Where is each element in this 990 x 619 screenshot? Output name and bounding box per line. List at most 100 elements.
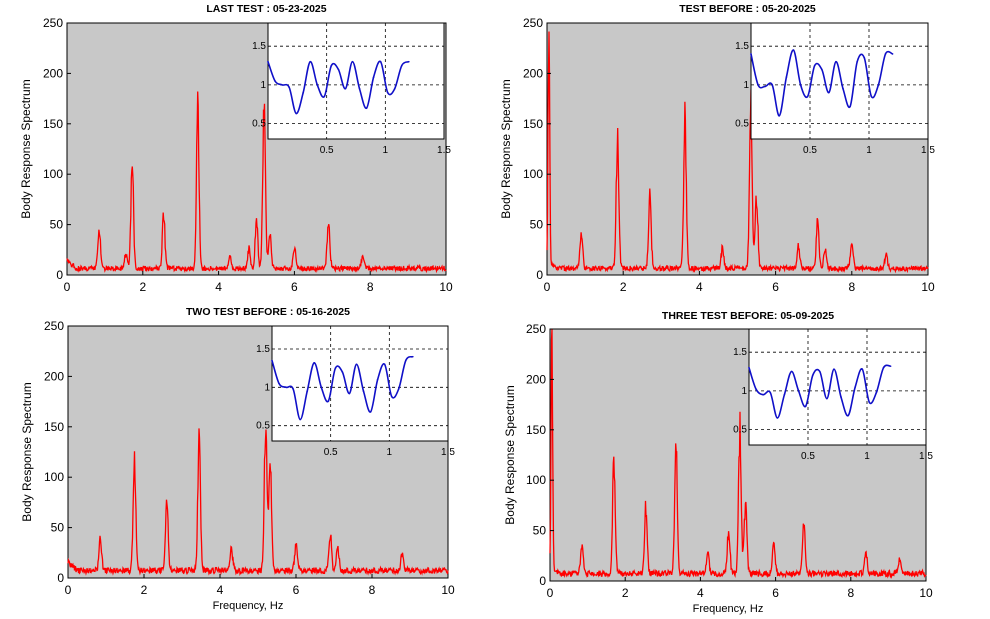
inset-x-tick-label: 1.5 [441, 447, 455, 458]
inset-point [330, 64, 333, 67]
inset-x-tick-label: 1 [864, 451, 870, 462]
x-tick-label: 6 [772, 586, 779, 600]
inset-point [327, 400, 330, 402]
inset-point [819, 370, 821, 373]
inset-point [748, 366, 750, 369]
x-tick-label: 2 [620, 280, 627, 294]
x-tick-label: 6 [291, 280, 298, 294]
x-axis-label: Frequency, Hz [693, 603, 764, 615]
y-tick-label: 100 [43, 167, 63, 181]
x-tick-label: 0 [544, 280, 551, 294]
inset-point [870, 95, 873, 98]
x-tick-label: 8 [847, 586, 854, 600]
x-tick-label: 0 [65, 583, 72, 597]
inset-plot-area [750, 22, 929, 140]
x-tick-label: 0 [547, 586, 554, 600]
inset-y-tick-label: 0.5 [252, 119, 266, 130]
y-axis-label: Body Response Spectrum [20, 382, 34, 521]
inset-point [386, 91, 389, 94]
inset-point [790, 370, 793, 373]
inset-point [365, 107, 368, 109]
inset-chart: 0.5 1 1.5 0.5 1 1.5 [252, 22, 451, 156]
inset-point [295, 112, 297, 115]
inset-point [376, 378, 379, 381]
inset-point [863, 57, 866, 59]
inset-point [755, 388, 757, 391]
inset-plot-area [271, 325, 449, 442]
inset-x-tick-label: 0.5 [801, 451, 815, 462]
y-tick-label: 0 [56, 268, 63, 282]
inset-point [750, 53, 752, 55]
inset-point [799, 84, 802, 86]
x-tick-label: 4 [217, 583, 224, 597]
x-tick-label: 8 [848, 280, 855, 294]
chart-title: TEST BEFORE : 05-20-2025 [679, 3, 816, 15]
inset-x-tick-label: 1 [383, 145, 389, 156]
y-tick-label: 150 [44, 420, 64, 434]
x-tick-label: 4 [215, 280, 222, 294]
x-tick-label: 8 [367, 280, 374, 294]
chart-title: THREE TEST BEFORE: 05-09-2025 [662, 310, 834, 322]
inset-x-tick-label: 0.5 [320, 145, 334, 156]
inset-x-tick-label: 1 [866, 145, 872, 156]
inset-point [828, 91, 830, 94]
inset-point [847, 414, 849, 417]
x-tick-label: 10 [919, 586, 933, 600]
x-tick-label: 0 [64, 280, 71, 294]
inset-point [274, 80, 276, 82]
inset-y-tick-label: 1.5 [733, 347, 747, 358]
y-tick-label: 200 [44, 369, 64, 383]
inset-y-tick-label: 1 [743, 80, 749, 91]
inset-point [861, 368, 864, 371]
inset-y-tick-label: 1 [741, 386, 747, 397]
inset-y-tick-label: 0.5 [733, 425, 747, 436]
inset-point [334, 367, 337, 369]
inset-point [288, 86, 290, 88]
inset-point [842, 87, 844, 90]
y-tick-label: 200 [43, 66, 63, 80]
inset-point [806, 95, 809, 98]
inset-point [397, 388, 400, 390]
inset-x-tick-label: 0.5 [324, 447, 338, 458]
inset-point [320, 386, 323, 389]
inset-point [278, 382, 280, 385]
x-tick-label: 2 [139, 280, 146, 294]
y-tick-label: 100 [44, 470, 64, 484]
inset-point [285, 386, 287, 389]
inset-point [271, 359, 273, 362]
x-axis-label: Frequency, Hz [213, 600, 284, 612]
inset-y-tick-label: 1.5 [252, 41, 266, 52]
y-tick-label: 150 [43, 117, 63, 131]
inset-point [299, 418, 301, 421]
inset-point [804, 405, 807, 408]
x-tick-label: 10 [439, 280, 453, 294]
inset-point [877, 84, 880, 86]
y-tick-label: 0 [57, 571, 64, 585]
y-axis-label: Body Response Spectrum [503, 385, 517, 524]
inset-point [348, 392, 351, 395]
inset-point [344, 87, 347, 90]
inset-point [835, 60, 837, 63]
inset-point [358, 87, 361, 90]
y-tick-label: 250 [44, 319, 64, 333]
inset-point [281, 84, 283, 86]
inset-point [868, 401, 871, 404]
y-tick-label: 100 [526, 473, 546, 487]
inset-chart: 0.5 1 1.5 0.5 1 1.5 [256, 325, 455, 458]
x-tick-label: 2 [141, 583, 148, 597]
inset-point [355, 363, 358, 366]
inset-point [764, 85, 766, 88]
y-tick-label: 50 [533, 524, 547, 538]
inset-y-tick-label: 1 [264, 382, 270, 393]
inset-point [811, 374, 814, 377]
y-tick-label: 200 [526, 372, 546, 386]
y-tick-label: 50 [50, 218, 64, 232]
y-tick-label: 50 [51, 521, 65, 535]
y-tick-label: 0 [536, 268, 543, 282]
inset-plot-area [267, 22, 445, 140]
inset-y-tick-label: 1.5 [735, 41, 749, 52]
inset-point [849, 105, 851, 108]
inset-point [292, 388, 294, 390]
chart-title: LAST TEST : 05-23-2025 [206, 3, 326, 15]
